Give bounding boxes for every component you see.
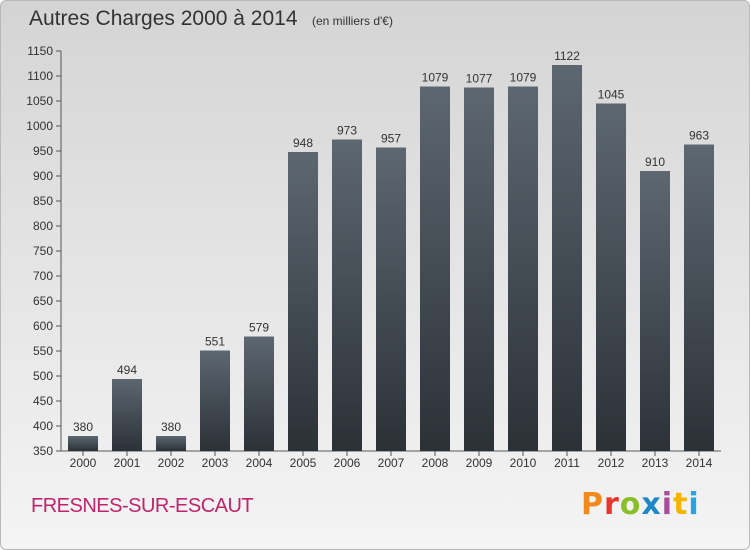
x-tick-label: 2009: [466, 456, 493, 470]
y-tick-label: 500: [33, 369, 53, 383]
x-tick-label: 2003: [202, 456, 229, 470]
y-tick-label: 450: [33, 394, 53, 408]
x-tick-label: 2002: [158, 456, 185, 470]
proxiti-logo: Proxiti: [581, 487, 700, 522]
x-tick-label: 2001: [114, 456, 141, 470]
x-tick-label: 2008: [422, 456, 449, 470]
x-tick-label: 2000: [70, 456, 97, 470]
y-tick-label: 750: [33, 244, 53, 258]
bar: [640, 171, 670, 451]
y-tick-label: 1150: [27, 44, 53, 58]
x-tick-label: 2013: [642, 456, 669, 470]
x-tick-label: 2014: [686, 456, 713, 470]
chart-title: Autres Charges 2000 à 2014: [29, 7, 298, 30]
y-tick-label: 1000: [26, 119, 53, 133]
y-tick-label: 1100: [27, 69, 53, 83]
chart-subtitle: (en milliers d'€): [311, 14, 393, 28]
title-row: Autres Charges 2000 à 2014 (en milliers …: [29, 7, 393, 31]
data-label: 380: [161, 420, 181, 434]
data-label: 380: [73, 420, 93, 434]
bar: [684, 144, 714, 451]
bar: [112, 379, 142, 451]
data-label: 1079: [422, 71, 449, 85]
data-label: 1122: [554, 49, 580, 63]
y-tick-label: 350: [33, 444, 53, 458]
y-tick-label: 950: [33, 144, 53, 158]
data-label: 1077: [466, 72, 493, 86]
location-label: FRESNES-SUR-ESCAUT: [31, 495, 254, 517]
bar: [200, 350, 230, 451]
data-label: 948: [293, 136, 313, 150]
bar: [288, 152, 318, 451]
y-tick-label: 550: [33, 344, 53, 358]
bar: [156, 436, 186, 451]
y-tick-label: 800: [33, 219, 53, 233]
bar: [332, 139, 362, 451]
data-label: 579: [249, 321, 269, 335]
x-tick-label: 2010: [510, 456, 537, 470]
bar: [596, 103, 626, 451]
x-tick-label: 2006: [334, 456, 361, 470]
y-tick-label: 600: [33, 319, 53, 333]
bar: [508, 86, 538, 451]
data-label: 910: [645, 155, 665, 169]
data-label: 963: [689, 129, 709, 143]
y-tick-label: 400: [33, 419, 53, 433]
data-label: 494: [117, 363, 137, 377]
data-label: 957: [381, 132, 401, 146]
bar: [244, 336, 274, 451]
y-tick-label: 850: [33, 194, 53, 208]
bar: [420, 86, 450, 451]
data-label: 1045: [598, 88, 625, 102]
data-label: 1079: [510, 71, 537, 85]
x-tick-label: 2011: [554, 456, 580, 470]
y-tick-label: 650: [33, 294, 53, 308]
data-label: 551: [205, 335, 225, 349]
bar: [464, 87, 494, 451]
y-tick-label: 1050: [26, 94, 53, 108]
y-tick-label: 700: [33, 269, 53, 283]
x-tick-label: 2012: [598, 456, 625, 470]
y-tick-label: 900: [33, 169, 53, 183]
bar: [376, 147, 406, 451]
x-tick-label: 2007: [378, 456, 405, 470]
data-label: 973: [337, 124, 357, 138]
x-tick-label: 2004: [246, 456, 273, 470]
bar: [68, 436, 98, 451]
bar: [552, 65, 582, 451]
x-tick-label: 2005: [290, 456, 317, 470]
